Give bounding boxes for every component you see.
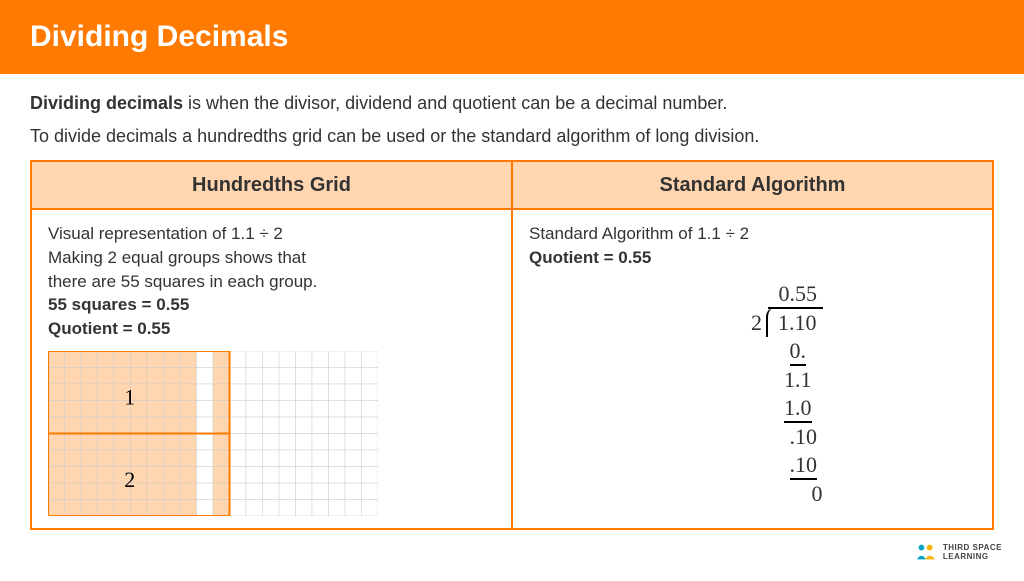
page-title: Dividing Decimals [30,20,288,53]
hundredths-grid-header: Hundredths Grid [32,162,511,210]
page-header: Dividing Decimals [0,0,1024,74]
intro-line-1: Dividing decimals is when the divisor, d… [30,90,994,117]
hundredths-grid-column: Hundredths Grid Visual representation of… [32,162,513,528]
hundredths-grid-visual: 12 [48,351,378,516]
content: Dividing decimals is when the divisor, d… [0,74,1024,540]
left-bold-1: 55 squares = 0.55 [48,295,189,314]
standard-algorithm-column: Standard Algorithm Standard Algorithm of… [513,162,992,528]
left-desc-2: Making 2 equal groups shows that [48,246,495,270]
right-desc-1: Standard Algorithm of 1.1 ÷ 2 [529,222,976,246]
right-bold-1: Quotient = 0.55 [529,248,651,267]
brand-logo: THIRD SPACE LEARNING [915,543,1002,563]
hundredths-grid-svg: 12 [48,351,378,516]
logo-icon [915,543,937,563]
intro-line-2: To divide decimals a hundredths grid can… [30,123,994,150]
methods-table: Hundredths Grid Visual representation of… [30,160,994,530]
standard-algorithm-body: Standard Algorithm of 1.1 ÷ 2 Quotient =… [513,210,992,528]
long-division: 0.55 21.100. 1.1 1.0 .10 .10 0 [683,280,823,508]
logo-line-2: LEARNING [943,553,1002,562]
standard-algorithm-header: Standard Algorithm [513,162,992,210]
hundredths-grid-body: Visual representation of 1.1 ÷ 2 Making … [32,210,511,528]
intro-bold: Dividing decimals [30,93,183,113]
left-desc-1: Visual representation of 1.1 ÷ 2 [48,222,495,246]
svg-text:2: 2 [124,467,135,492]
left-bold-2: Quotient = 0.55 [48,319,170,338]
intro-rest: is when the divisor, dividend and quotie… [183,93,727,113]
svg-text:1: 1 [124,385,135,410]
left-desc-3: there are 55 squares in each group. [48,270,495,294]
